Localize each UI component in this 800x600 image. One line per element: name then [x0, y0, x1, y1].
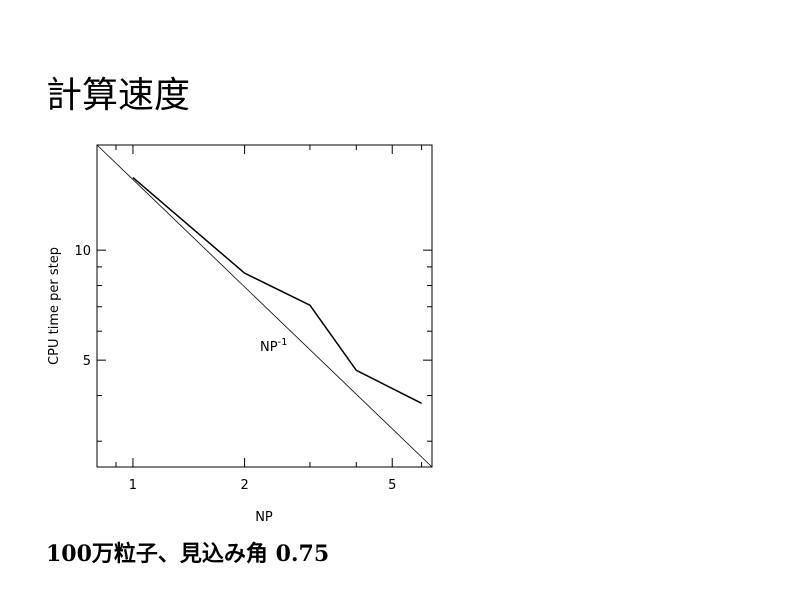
x-tick-label: 1 [129, 478, 137, 493]
y-tick-label: 5 [83, 354, 91, 369]
data-line [132, 177, 422, 404]
annotation: NP-1 [260, 337, 288, 355]
caption: 100万粒子、見込み角 0.75 [46, 541, 330, 567]
annotation-sup: -1 [278, 337, 288, 348]
x-tick-label: 2 [240, 478, 248, 493]
slide-title: 計算速度 [46, 75, 191, 116]
y-tick-label: 10 [74, 244, 91, 259]
data-line [96, 144, 433, 468]
y-axis-label: CPU time per step [47, 247, 62, 365]
x-tick-label: 5 [388, 478, 396, 493]
plot-frame [96, 144, 433, 468]
x-axis-label: NP [255, 510, 273, 525]
annotation-text: NP [260, 340, 278, 355]
